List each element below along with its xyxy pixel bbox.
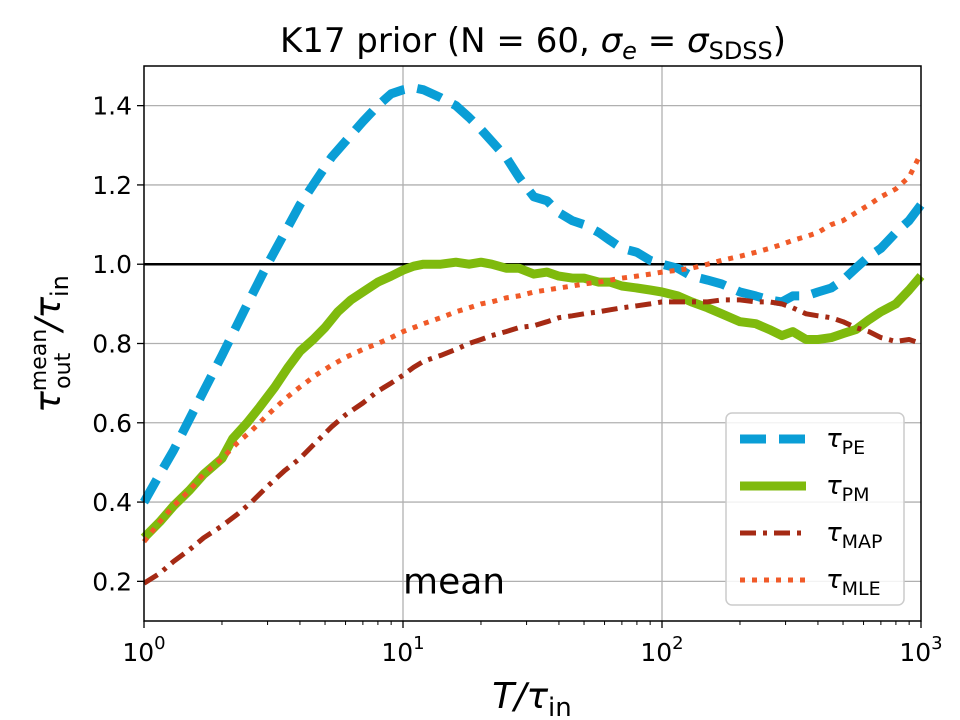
mean-annotation: mean [403, 561, 505, 602]
y-tick-label: 0.2 [92, 567, 132, 596]
plot-series [140, 83, 925, 586]
ticks: 100 101 102 103 0.2 0.4 0.6 0.8 1.0 1.2 1.4 [92, 92, 942, 667]
legend-box [725, 412, 905, 606]
legend-label-mle: τMLE [826, 565, 881, 600]
y-tick-label: 1.4 [92, 92, 132, 121]
series-line-pm [140, 257, 925, 541]
series-line-map [142, 297, 922, 586]
x-axis-label: T/τin [492, 676, 572, 720]
y-tick-label: 1.0 [92, 250, 132, 279]
chart-title: K17 prior (N = 60, σe = σSDSS) [280, 21, 786, 65]
y-axis-label: τmeanout/τin [27, 275, 76, 413]
x-tick-label: 100 [122, 633, 165, 667]
legend-label-pe: τPE [826, 424, 865, 459]
series-line-mle [142, 152, 924, 544]
legend-label-pm: τPM [826, 471, 870, 506]
legend-label-map: τMAP [826, 518, 883, 553]
x-tick-label: 101 [381, 633, 424, 667]
x-tick-label: 103 [899, 633, 942, 667]
y-tick-label: 0.8 [92, 330, 132, 359]
y-tick-label: 0.6 [92, 409, 132, 438]
x-tick-label: 102 [640, 633, 683, 667]
series-line-pe [140, 83, 925, 505]
y-tick-label: 1.2 [92, 171, 132, 200]
y-tick-label: 0.4 [92, 488, 132, 517]
legend: τPE τPM τMAP τMLE [725, 412, 905, 606]
